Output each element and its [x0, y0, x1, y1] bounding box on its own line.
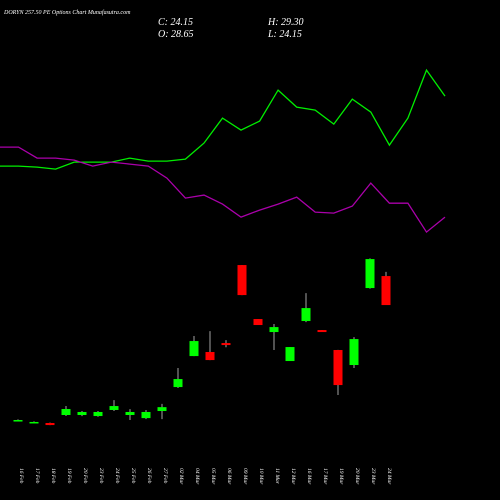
x-tick-label: 25 Feb — [130, 468, 136, 484]
x-tick-label: 19 Mar — [338, 468, 344, 485]
open-label: O: 28.65 — [158, 29, 194, 40]
x-tick-label: 20 Mar — [354, 468, 360, 485]
candle-body — [269, 327, 279, 333]
candle-body — [13, 420, 23, 422]
x-tick-label: 23 Feb — [98, 468, 104, 484]
x-tick-label: 17 Feb — [34, 468, 40, 484]
x-tick-label: 10 Mar — [258, 468, 264, 485]
x-tick-label: 12 Mar — [290, 468, 296, 485]
candle-body — [45, 422, 55, 426]
x-tick-label: 24 Feb — [114, 468, 121, 484]
x-tick-label: 26 Feb — [146, 468, 152, 484]
x-tick-label: 09 Mar — [242, 468, 248, 485]
candle-body — [253, 319, 263, 326]
x-tick-label: 18 Feb — [50, 468, 56, 484]
candle-body — [189, 341, 199, 357]
x-tick-label: 20 Feb — [82, 468, 88, 484]
candle-body — [301, 308, 311, 322]
candle-body — [285, 347, 295, 362]
candle-body — [109, 406, 119, 410]
close-label: C: 24.15 — [158, 17, 193, 28]
candle-body — [317, 330, 327, 333]
candle-body — [125, 411, 135, 416]
candle-body — [221, 343, 231, 346]
candle-body — [61, 409, 71, 416]
x-tick-label: 16 Mar — [306, 468, 312, 485]
indicator-line — [0, 68, 446, 170]
candle-body — [205, 352, 215, 361]
x-tick-label: 23 Mar — [370, 468, 376, 485]
x-tick-label: 19 Feb — [66, 468, 72, 484]
x-tick-label: 02 Mar — [178, 468, 184, 485]
candle-body — [77, 411, 87, 416]
candle-body — [29, 421, 39, 424]
x-tick-label: 24 Mar — [386, 468, 393, 485]
candle-body — [365, 259, 375, 289]
candle-body — [93, 411, 103, 417]
candle-body — [381, 276, 391, 306]
candle-body — [157, 407, 167, 412]
low-label: L: 24.15 — [267, 29, 302, 40]
x-tick-label: 16 Feb — [18, 468, 24, 484]
x-tick-label: 04 Mar — [194, 468, 201, 485]
chart-title: DORYN 257.50 PE Options Chart Munafasutr… — [3, 9, 131, 16]
candle-body — [237, 265, 247, 296]
x-tick-label: 05 Mar — [210, 468, 216, 485]
candle-body — [333, 350, 343, 386]
x-tick-label: 11 Mar — [274, 468, 280, 485]
candle-body — [173, 379, 183, 388]
high-label: H: 29.30 — [267, 17, 304, 28]
candle-body — [349, 339, 359, 366]
x-tick-label: 06 Mar — [226, 468, 232, 485]
x-tick-label: 27 Feb — [162, 468, 168, 484]
candle-body — [141, 411, 151, 419]
indicator-line — [0, 146, 446, 234]
x-tick-label: 17 Mar — [322, 468, 328, 485]
